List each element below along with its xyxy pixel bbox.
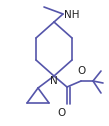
Text: O: O [77, 66, 85, 76]
Text: NH: NH [64, 10, 79, 20]
Text: N: N [50, 76, 58, 87]
Text: O: O [57, 108, 65, 118]
